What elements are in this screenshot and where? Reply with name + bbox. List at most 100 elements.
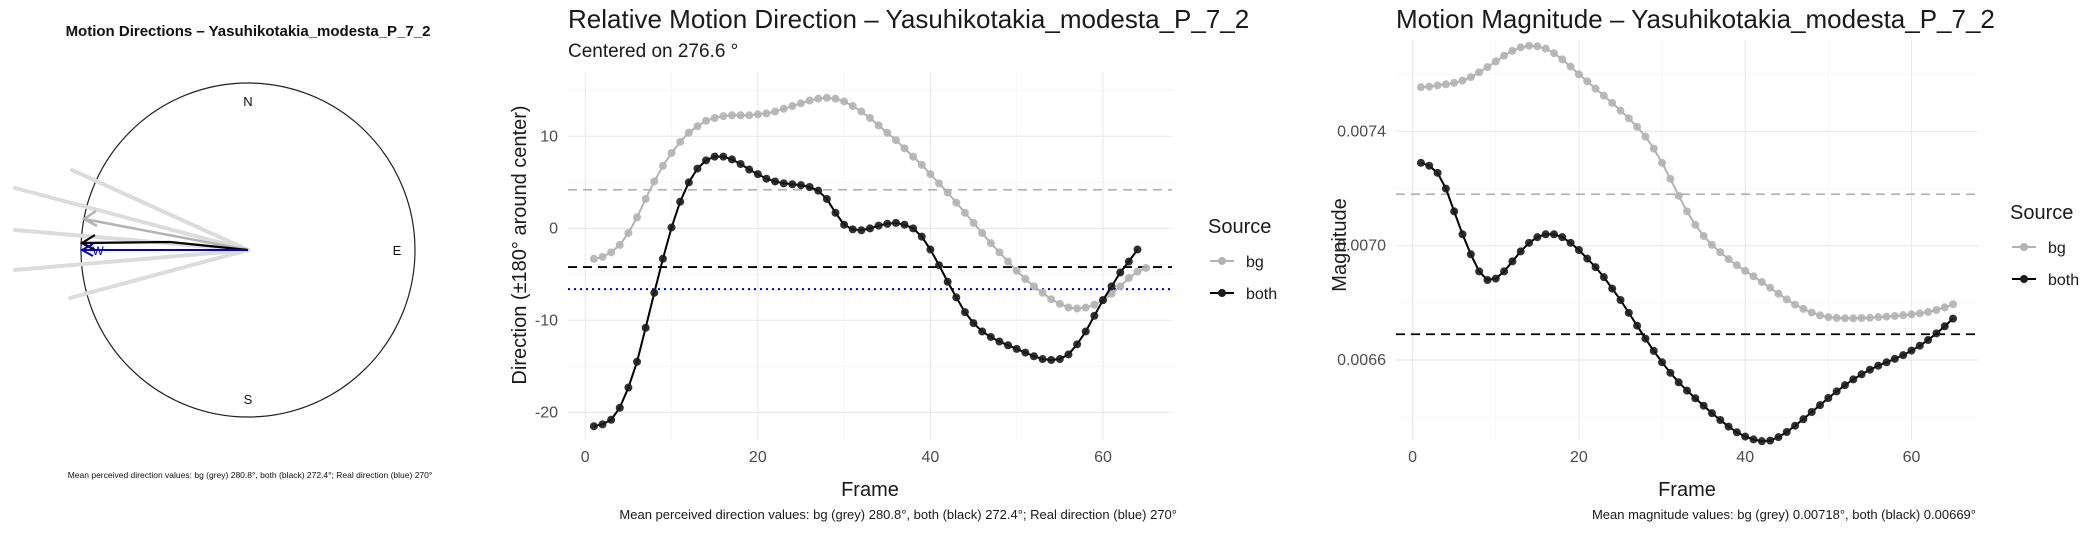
y-tick-label: 0.0066 bbox=[1337, 352, 1386, 369]
data-point-both bbox=[1658, 358, 1667, 367]
data-point-both bbox=[1012, 344, 1021, 353]
data-point-bg bbox=[598, 252, 607, 261]
data-point-both bbox=[589, 422, 598, 431]
data-point-bg bbox=[719, 112, 728, 121]
data-point-both bbox=[788, 180, 797, 189]
data-point-both bbox=[1021, 348, 1030, 357]
direction-x-axis-title: Frame bbox=[841, 479, 899, 501]
data-point-bg bbox=[710, 114, 719, 122]
data-point-both bbox=[909, 224, 918, 233]
data-point-bg bbox=[633, 213, 642, 222]
data-point-bg bbox=[1924, 308, 1933, 316]
data-point-both bbox=[762, 174, 771, 183]
x-tick-label: 0 bbox=[581, 449, 590, 466]
data-point-both bbox=[831, 208, 840, 217]
data-point-both bbox=[693, 164, 702, 173]
data-point-both bbox=[1525, 238, 1534, 247]
data-point-both bbox=[727, 155, 736, 164]
direction-panel: Relative Motion Direction – Yasuhikotaki… bbox=[500, 0, 1300, 533]
x-tick-label: 0 bbox=[1408, 449, 1417, 466]
data-point-bg bbox=[1591, 84, 1600, 93]
data-point-bg bbox=[702, 116, 711, 125]
data-point-both bbox=[1641, 334, 1650, 343]
data-point-bg bbox=[935, 179, 944, 188]
data-point-bg bbox=[1616, 106, 1625, 115]
both-arrow-head bbox=[79, 234, 96, 251]
data-point-bg bbox=[1824, 313, 1833, 322]
data-point-bg bbox=[1807, 308, 1816, 317]
data-point-both bbox=[1724, 422, 1733, 431]
data-point-bg bbox=[1882, 312, 1891, 321]
data-point-bg bbox=[874, 121, 883, 130]
data-point-both bbox=[1932, 329, 1941, 338]
data-point-bg bbox=[1641, 132, 1650, 141]
data-point-both bbox=[1940, 322, 1949, 331]
data-point-bg bbox=[1466, 73, 1475, 82]
data-point-both bbox=[796, 181, 805, 190]
data-point-bg bbox=[779, 104, 788, 113]
data-point-both bbox=[1674, 378, 1683, 387]
data-point-bg bbox=[788, 102, 797, 111]
data-point-both bbox=[1865, 365, 1874, 374]
data-point-both bbox=[736, 160, 745, 168]
data-point-both bbox=[1707, 409, 1716, 418]
data-point-bg bbox=[1666, 174, 1675, 183]
data-point-both bbox=[1791, 421, 1800, 430]
compass-title: Motion Directions – Yasuhikotakia_modest… bbox=[66, 23, 431, 40]
data-point-both bbox=[1774, 433, 1783, 442]
data-point-both bbox=[1098, 296, 1107, 305]
data-point-bg bbox=[676, 137, 685, 146]
data-point-bg bbox=[1012, 266, 1021, 275]
data-point-bg bbox=[1608, 98, 1617, 107]
data-point-bg bbox=[866, 114, 874, 122]
data-point-both bbox=[598, 420, 607, 429]
magnitude-title: Motion Magnitude – Yasuhikotakia_modesta… bbox=[1396, 4, 1995, 34]
data-point-bg bbox=[1749, 272, 1758, 281]
data-point-bg bbox=[814, 94, 823, 103]
data-point-both bbox=[1633, 321, 1642, 330]
data-point-both bbox=[943, 277, 952, 286]
direction-gridlines bbox=[568, 72, 1172, 440]
data-point-bg bbox=[1458, 76, 1467, 85]
data-point-both bbox=[1450, 207, 1459, 216]
data-point-bg bbox=[1799, 304, 1808, 313]
data-point-both bbox=[658, 254, 667, 263]
real-arrow-head bbox=[79, 243, 94, 257]
data-point-both bbox=[891, 218, 900, 227]
magnitude-gridlines bbox=[1396, 40, 1978, 440]
data-point-both bbox=[1807, 408, 1816, 416]
data-point-both bbox=[1516, 247, 1525, 256]
data-point-both bbox=[1683, 386, 1691, 395]
data-point-bg bbox=[1107, 289, 1116, 298]
data-point-both bbox=[1541, 230, 1550, 239]
data-point-both bbox=[1749, 435, 1758, 444]
data-point-both bbox=[624, 383, 633, 392]
data-point-bg bbox=[1038, 288, 1047, 297]
data-point-bg bbox=[1782, 295, 1791, 304]
direction-series bbox=[589, 93, 1151, 431]
data-point-both bbox=[1073, 340, 1082, 349]
data-point-bg bbox=[1899, 311, 1908, 320]
compass-chart: Motion Directions – Yasuhikotakia_modest… bbox=[13, 23, 432, 480]
data-point-both bbox=[1624, 308, 1633, 317]
series-line-both bbox=[1420, 161, 1954, 443]
data-point-bg bbox=[684, 128, 693, 137]
data-point-bg bbox=[1874, 313, 1883, 322]
data-point-both bbox=[1558, 233, 1567, 242]
data-point-bg bbox=[1633, 122, 1642, 131]
data-point-bg bbox=[926, 170, 935, 179]
bg-sample-vector bbox=[68, 248, 250, 300]
magnitude-reference-lines bbox=[1396, 193, 1978, 336]
data-point-bg bbox=[1116, 282, 1125, 291]
data-point-bg bbox=[943, 188, 952, 197]
data-point-both bbox=[1090, 311, 1099, 320]
data-point-bg bbox=[822, 93, 831, 102]
data-point-both bbox=[1840, 381, 1849, 390]
data-point-both bbox=[866, 224, 874, 233]
data-point-both bbox=[1433, 168, 1442, 177]
data-point-both bbox=[1782, 428, 1791, 436]
data-point-bg bbox=[831, 94, 840, 103]
data-point-both bbox=[1107, 282, 1116, 291]
data-point-both bbox=[633, 357, 642, 366]
data-point-bg bbox=[736, 111, 745, 120]
